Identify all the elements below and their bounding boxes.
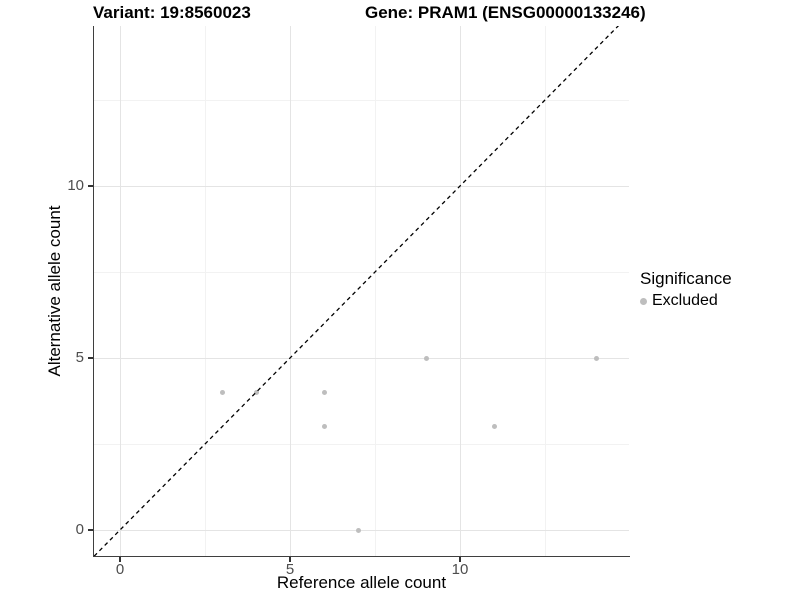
identity-line: [94, 26, 620, 556]
y-tick: [88, 185, 93, 187]
plot-panel: [94, 26, 629, 556]
y-tick-label: 0: [75, 521, 84, 538]
legend-point-icon: [640, 297, 647, 305]
data-point: [491, 424, 497, 430]
y-minor-gridline: [94, 271, 629, 273]
x-axis-line: [92, 555, 630, 557]
y-tick: [88, 529, 93, 531]
data-point: [593, 355, 599, 361]
legend-title: Significance: [640, 269, 732, 288]
x-tick: [459, 557, 461, 562]
x-minor-gridline: [204, 26, 206, 556]
y-minor-gridline: [94, 443, 629, 445]
data-point: [423, 355, 429, 361]
x-tick: [119, 557, 121, 562]
data-point: [219, 389, 225, 395]
y-axis-title: Alternative allele count: [45, 205, 64, 377]
x-axis-title: Reference allele count: [276, 573, 447, 592]
x-minor-gridline: [374, 26, 376, 556]
x-major-gridline: [289, 26, 291, 556]
x-tick-label: 10: [451, 561, 469, 578]
x-tick-label: 5: [285, 561, 295, 578]
y-minor-gridline: [94, 99, 629, 101]
variant-title: Variant: 19:8560023: [93, 3, 251, 22]
x-major-gridline: [119, 26, 121, 556]
data-point: [355, 527, 361, 533]
legend-item-label: Excluded: [652, 292, 718, 309]
y-tick-label: 5: [75, 349, 84, 366]
data-point: [321, 389, 327, 395]
x-tick: [289, 557, 291, 562]
gene-title: Gene: PRAM1 (ENSG00000133246): [365, 3, 646, 22]
x-tick-label: 0: [115, 561, 125, 578]
x-minor-gridline: [544, 26, 546, 556]
legend: Significance Excluded: [640, 269, 732, 310]
data-point: [321, 424, 327, 430]
y-tick: [88, 357, 93, 359]
legend-item-excluded: Excluded: [640, 292, 732, 310]
y-axis-line: [92, 26, 94, 557]
y-major-gridline: [94, 357, 629, 359]
y-major-gridline: [94, 529, 629, 531]
data-point: [253, 389, 259, 395]
y-tick-label: 10: [67, 177, 84, 194]
y-major-gridline: [94, 185, 629, 187]
x-major-gridline: [459, 26, 461, 556]
